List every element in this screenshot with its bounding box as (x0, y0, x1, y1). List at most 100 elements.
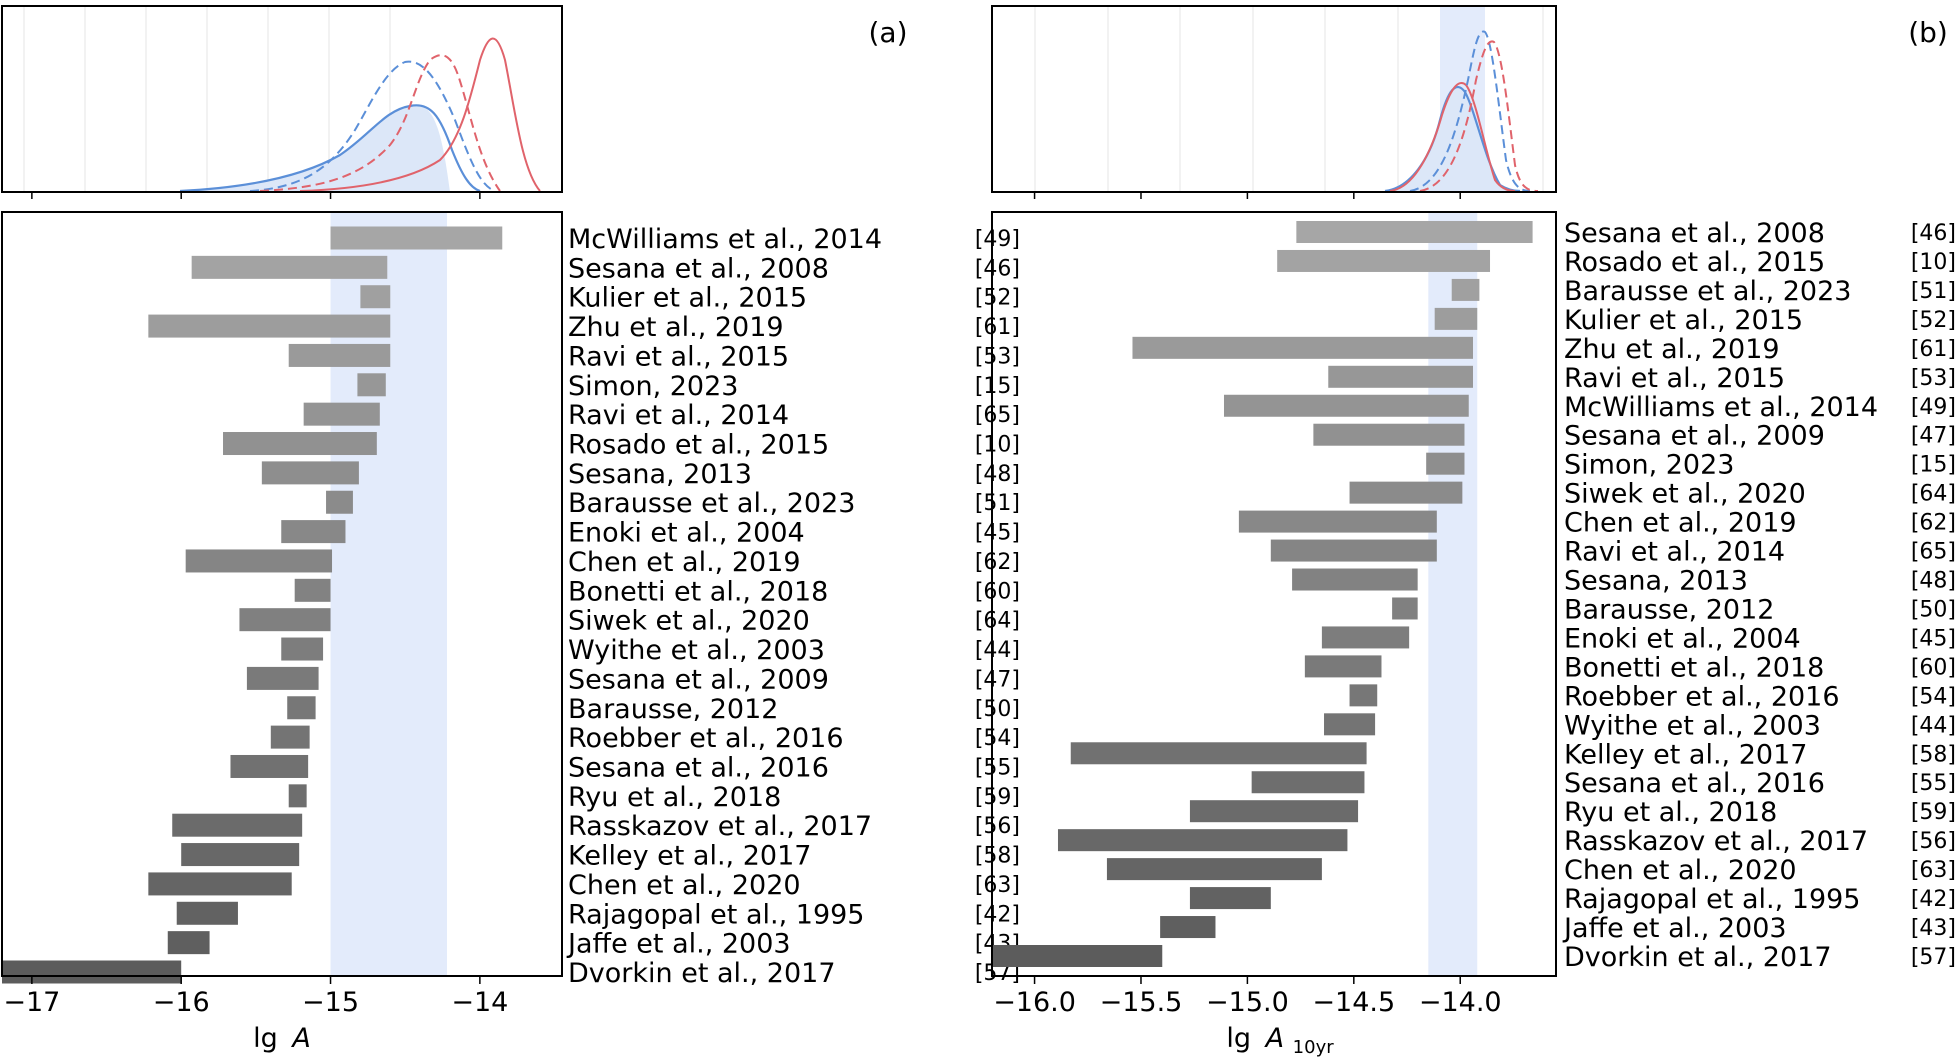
bar-label-b-21: Rasskazov et al., 2017 (1564, 826, 1868, 857)
bar-ref-b-13: [50] (1911, 597, 1956, 622)
x-tick-label-a-0: −17 (3, 987, 60, 1018)
bar-b-22 (1106, 858, 1322, 881)
bar-b-1 (1277, 249, 1491, 272)
bar-b-14 (1321, 626, 1410, 649)
bar-ref-b-23: [42] (1911, 887, 1956, 912)
refs-b: [46] [10] [51] [52] [61] [53] [49] [47] [15] [64]… (1911, 221, 1956, 970)
x-tick-label-b-4: −14.0 (1419, 987, 1502, 1018)
x-tick-label-b-3: −14.5 (1312, 987, 1395, 1018)
bar-a-12 (294, 578, 331, 602)
bar-b-18 (1070, 742, 1367, 765)
bar-label-b-15: Bonetti et al., 2018 (1564, 652, 1824, 683)
x-axis-label-a-var: A (290, 1023, 310, 1054)
bar-a-6 (303, 402, 380, 426)
panel-label-b: (b) (1908, 16, 1948, 49)
bar-ref-a-7: [10] (975, 433, 1020, 458)
bar-a-24 (167, 931, 210, 955)
bar-b-10 (1238, 510, 1437, 533)
bar-ref-b-7: [47] (1911, 424, 1956, 449)
bar-ref-b-1: [10] (1911, 250, 1956, 275)
bar-a-16 (287, 696, 316, 720)
bar-ref-b-22: [63] (1911, 858, 1956, 883)
x-axis-label-b-main: lg (1226, 1023, 1251, 1054)
x-tick-label-b-0: −16.0 (993, 987, 1076, 1018)
bar-a-18 (230, 754, 309, 778)
bar-ref-b-20: [59] (1911, 800, 1956, 825)
bar-label-a-3: Zhu et al., 2019 (568, 312, 784, 343)
bar-ref-a-10: [45] (975, 521, 1020, 546)
bar-ref-a-16: [50] (975, 697, 1020, 722)
xticks-a: −17 −16 −15 −14 (3, 192, 508, 1018)
bar-label-a-6: Ravi et al., 2014 (568, 400, 789, 431)
bar-label-b-1: Rosado et al., 2015 (1564, 247, 1825, 278)
bar-ref-a-22: [63] (975, 873, 1020, 898)
bar-ref-a-12: [60] (975, 579, 1020, 604)
kde-plot-a (1, 5, 563, 193)
bar-b-13 (1392, 597, 1418, 620)
kde-frame-b (991, 5, 1557, 193)
kde-blue-solid-a (179, 104, 481, 193)
bar-a-21 (181, 843, 300, 867)
bar-a-11 (185, 549, 333, 573)
bar-label-a-13: Siwek et al., 2020 (568, 606, 810, 637)
bar-label-a-0: McWilliams et al., 2014 (568, 224, 882, 255)
bar-label-b-2: Barausse et al., 2023 (1564, 276, 1851, 307)
bar-ref-b-8: [15] (1911, 453, 1956, 478)
x-tick-label-b-2: −15.0 (1206, 987, 1289, 1018)
bar-label-a-7: Rosado et al., 2015 (568, 430, 829, 461)
bar-label-b-5: Ravi et al., 2015 (1564, 363, 1785, 394)
bar-label-a-21: Kelley et al., 2017 (568, 841, 811, 872)
bar-label-b-20: Ryu et al., 2018 (1564, 797, 1777, 828)
bar-label-a-9: Barausse et al., 2023 (568, 488, 855, 519)
x-axis-label-b-var: A (1264, 1023, 1284, 1054)
bar-label-b-11: Ravi et al., 2014 (1564, 537, 1785, 568)
bar-ref-b-3: [52] (1911, 308, 1956, 333)
bar-ref-b-0: [46] (1911, 221, 1956, 246)
bar-label-b-9: Siwek et al., 2020 (1564, 479, 1806, 510)
kde-frame-a (1, 5, 563, 193)
bar-b-9 (1349, 481, 1463, 504)
x-axis-label-a-main: lg (253, 1023, 278, 1054)
bar-ref-b-25: [57] (1911, 945, 1956, 970)
bar-b-21 (1057, 829, 1348, 852)
bar-ref-a-9: [51] (975, 491, 1020, 516)
kde-blue-dashed-a (249, 60, 496, 192)
bar-ref-b-16: [54] (1911, 684, 1956, 709)
bar-ref-b-21: [56] (1911, 829, 1956, 854)
bar-label-a-17: Roebber et al., 2016 (568, 723, 844, 754)
bar-label-a-4: Ravi et al., 2015 (568, 341, 789, 372)
bar-label-a-1: Sesana et al., 2008 (568, 253, 829, 284)
bar-label-a-23: Rajagopal et al., 1995 (568, 899, 864, 930)
bar-label-b-25: Dvorkin et al., 2017 (1564, 942, 1832, 973)
bar-label-a-5: Simon, 2023 (568, 371, 738, 402)
bar-a-22 (148, 872, 292, 896)
bar-ref-a-14: [44] (975, 638, 1020, 663)
bar-b-24 (1160, 916, 1216, 939)
bar-ref-a-3: [61] (975, 315, 1020, 340)
bar-ref-b-4: [61] (1911, 337, 1956, 362)
bar-ref-b-5: [53] (1911, 366, 1956, 391)
bar-a-20 (172, 813, 303, 837)
bar-label-b-12: Sesana, 2013 (1564, 566, 1748, 597)
bar-b-12 (1292, 568, 1418, 591)
bar-label-b-24: Jaffe et al., 2003 (1562, 913, 1787, 944)
bar-label-a-2: Kulier et al., 2015 (568, 283, 807, 314)
x-tick-label-a-1: −16 (153, 987, 210, 1018)
bar-b-2 (1451, 278, 1480, 301)
bars-b (992, 221, 1533, 967)
x-tick-label-b-1: −15.5 (1100, 987, 1183, 1018)
bar-label-a-12: Bonetti et al., 2018 (568, 576, 828, 607)
bar-b-5 (1328, 365, 1473, 388)
bar-ref-b-11: [65] (1911, 540, 1956, 565)
bar-ref-b-14: [45] (1911, 626, 1956, 651)
bar-label-a-11: Chen et al., 2019 (568, 547, 801, 578)
x-axis-label-a: lg A (253, 1023, 311, 1054)
bar-label-a-18: Sesana et al., 2016 (568, 752, 829, 783)
panel-label-a: (a) (868, 16, 907, 49)
bar-ref-a-0: [49] (975, 227, 1020, 252)
bar-a-19 (288, 784, 307, 808)
plot-frame-a (1, 211, 563, 977)
bar-b-23 (1189, 887, 1271, 910)
bar-label-a-10: Enoki et al., 2004 (568, 518, 805, 549)
